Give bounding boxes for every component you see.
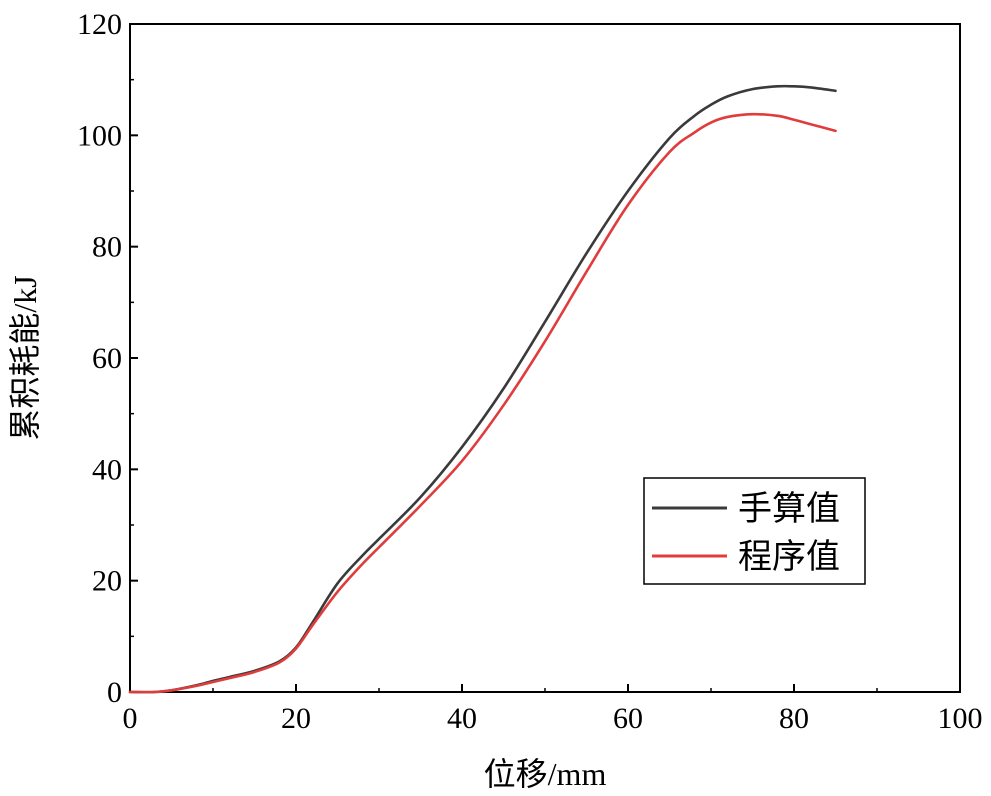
y-tick-label: 40 [92,453,122,486]
x-tick-label: 40 [447,702,477,735]
x-axis-title: 位移/mm [484,756,607,792]
y-tick-label: 20 [92,565,122,598]
legend: 手算值 程序值 [643,477,866,585]
plot-frame [129,23,961,693]
series-line-manual [128,84,837,694]
legend-label-program: 程序值 [738,538,840,576]
y-tick-label: 100 [77,119,122,152]
x-tick-label: 0 [123,702,138,735]
y-tick-label: 60 [92,342,122,375]
y-tick-label: 0 [107,676,122,709]
x-tick-label: 100 [938,702,983,735]
y-ticks: 0 20 40 60 80 100 120 [77,8,138,709]
y-axis-title: 累积耗能/kJ [7,275,43,440]
y-tick-label: 80 [92,231,122,264]
x-tick-label: 80 [779,702,809,735]
legend-label-manual: 手算值 [738,490,840,528]
x-ticks: 0 20 40 60 80 100 [123,684,983,735]
series-lines [128,84,837,694]
series-line-program [128,112,837,694]
x-tick-label: 60 [613,702,643,735]
x-tick-label: 20 [281,702,311,735]
y-tick-label: 120 [77,8,122,41]
legend-box [643,477,866,585]
